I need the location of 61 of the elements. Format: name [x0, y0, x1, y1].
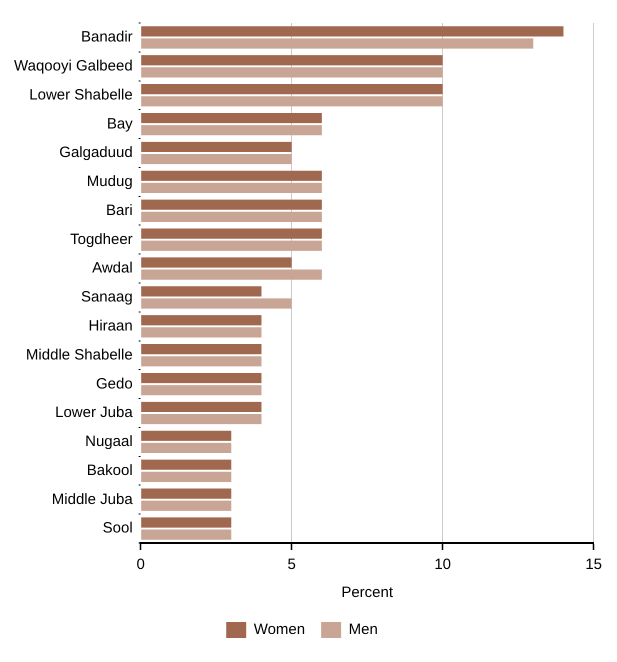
y-tick-label: Lower Juba: [55, 404, 134, 422]
bar: [141, 142, 292, 152]
y-tick-label: Bari: [106, 202, 133, 219]
bar: [141, 327, 262, 338]
bar: [141, 414, 262, 424]
bar: [141, 315, 262, 326]
bar: [141, 460, 232, 470]
bar: [141, 500, 232, 511]
x-tick-label: 5: [288, 556, 296, 574]
y-tick-label: Bakool: [86, 462, 133, 479]
bar: [141, 228, 322, 239]
bar: [141, 430, 232, 441]
bar: [141, 286, 262, 296]
y-tick-label: Middle Juba: [52, 490, 134, 508]
bar: [141, 488, 232, 499]
x-tick-label: 10: [434, 556, 452, 574]
bar: [141, 212, 322, 222]
x-tick-label: 15: [585, 556, 602, 574]
bar: [141, 67, 443, 78]
bar: [141, 402, 262, 412]
bar: [141, 442, 232, 454]
bar: [141, 530, 232, 540]
y-tick-label: Lower Shabelle: [29, 86, 133, 104]
bar: [141, 385, 262, 396]
y-tick-label: Togdheer: [70, 230, 133, 248]
bar: [141, 298, 292, 309]
bar: [141, 270, 322, 280]
bar: [141, 240, 322, 251]
bar: [141, 517, 232, 528]
bar: [141, 55, 443, 66]
legend-label: Women: [254, 621, 306, 638]
y-tick-label: Sanaag: [80, 288, 133, 306]
bar: [141, 356, 262, 366]
bar: [141, 257, 292, 268]
y-tick-label: Nugaal: [85, 433, 133, 450]
bar: [141, 200, 322, 210]
legend-label: Men: [348, 621, 378, 638]
bar: [141, 344, 262, 354]
bar: [141, 112, 322, 124]
bar: [141, 154, 292, 164]
x-tick-label: 0: [136, 556, 145, 574]
y-tick-label: Banadir: [80, 28, 133, 46]
bar: [141, 472, 232, 482]
y-tick-label: Galgaduud: [59, 144, 133, 162]
y-tick-label: Awdal: [92, 260, 133, 277]
bar: [141, 96, 443, 106]
y-tick-label: Middle Shabelle: [26, 346, 133, 364]
bar: [141, 170, 322, 181]
y-tick-label: Mudug: [86, 173, 133, 190]
y-tick-label: Bay: [106, 115, 134, 132]
bar: [141, 182, 322, 194]
x-axis-title: Percent: [341, 584, 394, 602]
bar: [141, 38, 534, 49]
y-tick-label: Hiraan: [88, 317, 133, 334]
bar: [141, 372, 262, 384]
bar: [141, 84, 443, 94]
y-tick-label: Waqooyi Galbeed: [14, 57, 133, 74]
y-tick-label: Gedo: [96, 375, 133, 392]
y-tick-label: Sool: [102, 520, 133, 537]
bar: [141, 125, 322, 136]
bar: [141, 26, 564, 36]
